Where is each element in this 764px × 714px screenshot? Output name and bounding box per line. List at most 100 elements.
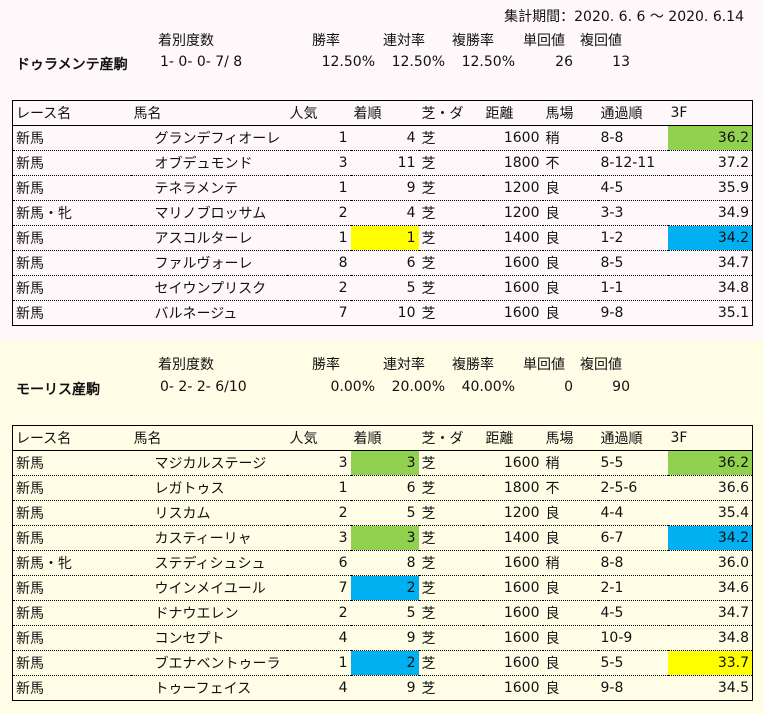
finish-cell: 2 [350,650,419,676]
surface-cell: 芝 [418,550,483,576]
table-row: 新馬・牝 ステディシュシュ 6 8 芝 1600 稍 8-8 36.0 [12,550,753,576]
last3f-cell: 36.2 [667,450,753,476]
race-cell: 新馬 [16,306,44,322]
popularity-cell: 4 [286,625,351,651]
finish-cell: 9 [350,175,419,201]
passing-cell: 8-12-11 [597,150,668,176]
passing-cell: 2-5-6 [597,475,668,501]
condition-cell: 稍 [542,550,598,576]
horse-name-cell: テネラメンテ [130,175,287,201]
table-row: 新馬 カスティーリャ 3 3 芝 1400 良 6-7 34.2 [12,525,753,551]
last3f-cell: 33.7 [667,650,753,676]
distance-cell: 1800 [482,475,543,501]
distance-cell: 1600 [482,600,543,626]
condition-cell: 良 [542,575,598,601]
last3f-cell: 36.6 [667,475,753,501]
surface-cell: 芝 [418,275,483,301]
col-surface: 芝・ダ [418,425,483,451]
last3f-cell: 37.2 [667,150,753,176]
finish-cell: 9 [406,680,416,696]
col-horse: 馬名 [130,100,287,126]
aggregation-period: 集計期間：2020. 6. 6 ～ 2020. 6.14 [504,9,744,25]
horse-name-cell: アスコルターレ [130,225,287,251]
race-cell: 新馬 [12,250,131,276]
table-row: 新馬 テネラメンテ 1 9 芝 1200 良 4-5 35.9 [12,175,753,201]
passing-cell: 1-1 [597,275,668,301]
last3f-cell: 35.9 [667,175,753,201]
header-record: 着別度数 [158,357,214,373]
col-popularity: 人気 [286,100,351,126]
condition-cell: 良 [542,625,598,651]
distance-cell: 1800 [482,150,543,176]
distance-cell: 1600 [503,680,540,696]
horse-name-cell: ファルヴォーレ [130,250,287,276]
horse-name-cell: トゥーフェイス [154,681,252,697]
surface-cell: 芝 [418,650,483,676]
finish-cell: 6 [350,475,419,501]
race-cell: 新馬 [12,600,131,626]
horse-name-cell: セイウンプリスク [130,275,287,301]
finish-cell: 3 [350,525,419,551]
col-passing: 通過順 [597,425,668,451]
finish-cell: 9 [350,625,419,651]
col-horse: 馬名 [130,425,287,451]
distance-cell: 1400 [482,225,543,251]
popularity-cell: 7 [286,575,351,601]
condition-cell: 不 [542,150,598,176]
passing-cell: 6-7 [597,525,668,551]
horse-name-cell: ステディシュシュ [130,550,287,576]
popularity-cell: 3 [286,525,351,551]
win-rate-value: 0.00% [330,379,375,395]
popularity-cell: 1 [286,475,351,501]
distance-cell: 1200 [482,200,543,226]
horse-name-cell: バルネージュ [154,306,238,322]
table-row: 新馬 アスコルターレ 1 1 芝 1400 良 1-2 34.2 [12,225,753,251]
table-row: 新馬 ドナウエレン 2 5 芝 1600 良 4-5 34.7 [12,600,753,626]
col-popularity: 人気 [286,425,351,451]
condition-cell: 良 [542,200,598,226]
header-place-rate: 複勝率 [452,357,494,373]
surface-cell: 芝 [418,525,483,551]
popularity-cell: 7 [338,305,348,321]
popularity-cell: 3 [286,450,351,476]
surface-cell: 芝 [418,200,483,226]
popularity-cell: 1 [286,175,351,201]
race-cell: 新馬 [12,150,131,176]
place-return-value: 90 [612,379,630,395]
header-win-return: 単回値 [523,33,565,49]
distance-cell: 1600 [482,650,543,676]
table-header-row: レース名 馬名 人気 着順 芝・ダ 距離 馬場 通過順 3F [12,100,753,126]
distance-cell: 1600 [503,305,540,321]
table-row: 新馬 オブデュモンド 3 11 芝 1800 不 8-12-11 37.2 [12,150,753,176]
passing-cell: 4-4 [597,500,668,526]
finish-cell: 2 [350,575,419,601]
horse-name-cell: レガトゥス [130,475,287,501]
surface-cell: 芝 [418,500,483,526]
surface-cell: 芝 [418,450,483,476]
header-place-return: 複回値 [580,357,622,373]
col-passing: 通過順 [597,100,668,126]
condition-cell: 良 [542,525,598,551]
header-win-rate: 勝率 [312,33,340,49]
popularity-cell: 8 [286,250,351,276]
table-row: 新馬 レガトゥス 1 6 芝 1800 不 2-5-6 36.6 [12,475,753,501]
passing-cell: 9-8 [600,305,624,321]
passing-cell: 8-8 [597,125,668,151]
distance-cell: 1600 [482,450,543,476]
surface-cell: 芝 [418,225,483,251]
popularity-cell: 1 [286,650,351,676]
win-return-value: 26 [555,54,573,70]
header-quinella-rate: 連対率 [383,33,425,49]
last3f-cell: 36.0 [667,550,753,576]
horse-name-cell: ドナウエレン [130,600,287,626]
table-row: 新馬 コンセプト 4 9 芝 1600 良 10-9 34.8 [12,625,753,651]
condition-cell: 良 [542,650,598,676]
race-cell: 新馬・牝 [12,550,131,576]
quinella-rate-value: 12.50% [391,54,445,70]
col-finish: 着順 [350,425,419,451]
col-finish: 着順 [350,100,419,126]
popularity-cell: 4 [338,680,348,696]
last3f-cell: 36.2 [667,125,753,151]
passing-cell: 5-5 [597,450,668,476]
surface-cell: 芝 [418,175,483,201]
